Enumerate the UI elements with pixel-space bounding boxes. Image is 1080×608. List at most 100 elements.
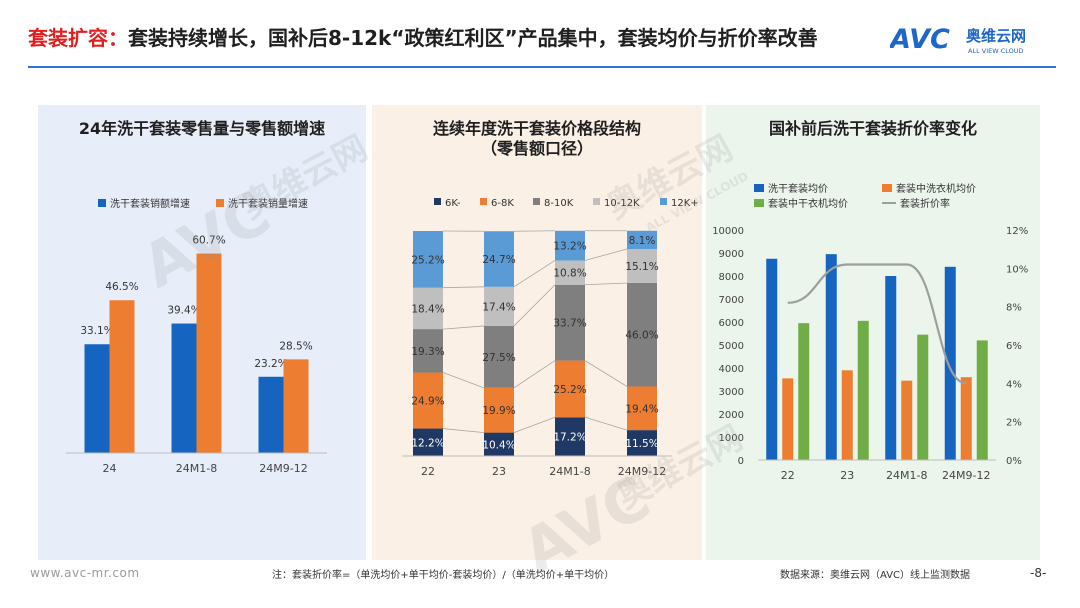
connector-1-2: [584, 416, 628, 431]
stack-1-0: [413, 372, 443, 429]
stack-2-3: [627, 282, 657, 387]
discount-line: [787, 263, 967, 385]
legend-swatch-2: [533, 198, 540, 205]
x-tick-2: 24M1-8: [549, 465, 590, 478]
y2-tick-4: 8%: [1006, 303, 1022, 314]
chart2-svg: 6K- 6-8K 8-10K 10-12K 12K+ 12.2% 24.9% 19.3% 18.…: [402, 198, 699, 478]
chart1-svg: 洗干套装销额增速 洗干套装销量增速 33.1% 46.5% 24 39.4% 60.7% 24…: [66, 197, 327, 475]
stack-0-3: [627, 430, 657, 456]
stack-3-0: [413, 287, 443, 330]
legend-swatch-1: [882, 184, 892, 192]
connector-2-0: [442, 372, 485, 389]
bar-1-3: [960, 377, 972, 460]
panel-price-structure: 连续年度洗干套装价格段结构 （零售额口径） 6K- 6-8K 8-10K 10-12K…: [372, 105, 702, 560]
stack-label-2-1: 27.5%: [482, 352, 515, 364]
stack-label-1-3: 19.4%: [625, 403, 658, 415]
legend-swatch-1: [216, 199, 224, 207]
stack-0-2: [555, 417, 585, 456]
y-tick-5: 5000: [719, 341, 744, 352]
stack-label-0-3: 11.5%: [625, 438, 658, 450]
stack-4-1: [484, 231, 514, 287]
page-title: 套装扩容：套装持续增长，国补后8-12k“政策红利区”产品集中，套装均价与折价率…: [28, 26, 908, 50]
legend-swatch-0: [98, 199, 106, 207]
page-title-highlight: 套装扩容：: [28, 26, 128, 50]
bar-label-0-1: 39.4%: [167, 305, 200, 317]
stack-label-3-0: 18.4%: [411, 303, 444, 315]
y2-tick-5: 10%: [1006, 264, 1028, 275]
bar-0-3: [944, 266, 956, 460]
connector-4-0: [442, 286, 485, 289]
x-tick-1: 24M1-8: [176, 462, 217, 475]
bar-label-0-2: 23.2%: [254, 358, 287, 370]
y2-tick-0: 0%: [1006, 456, 1022, 467]
bar-0-0: [84, 344, 110, 453]
legend-label-1: 6-8K: [491, 198, 514, 209]
bar-label-1-0: 46.5%: [105, 281, 138, 293]
bar-1-0: [782, 378, 794, 460]
bar-2-2: [917, 334, 929, 460]
stack-label-0-2: 17.2%: [553, 432, 586, 444]
stack-label-2-2: 33.7%: [553, 318, 586, 330]
stack-label-0-1: 10.4%: [482, 439, 515, 451]
stack-label-4-0: 25.2%: [411, 254, 444, 266]
x-tick-2: 24M1-8: [886, 469, 927, 482]
bar-label-1-2: 28.5%: [279, 340, 312, 352]
bar-2-0: [798, 323, 810, 460]
logo-brand: 奥维云网: [966, 27, 1026, 45]
legend-swatch-3: [593, 198, 600, 205]
connector-2-2: [584, 360, 628, 387]
y-tick-0: 0: [738, 456, 744, 467]
y-tick-3: 3000: [719, 387, 744, 398]
logo-sub: ALL VIEW CLOUD: [968, 47, 1024, 55]
legend-swatch-4: [660, 198, 667, 205]
stack-2-0: [413, 329, 443, 373]
connector-1-1: [513, 416, 556, 433]
connector-3-2: [584, 282, 628, 286]
y-tick-9: 9000: [719, 249, 744, 260]
legend-swatch-0: [434, 198, 441, 205]
footer-website: www.avc-mr.com: [30, 566, 140, 580]
stack-2-2: [555, 284, 585, 361]
bar-0-1: [171, 323, 197, 453]
bar-1-1: [196, 253, 222, 453]
legend-swatch-0: [754, 184, 764, 192]
x-tick-1: 23: [840, 469, 854, 482]
connector-3-1: [513, 284, 556, 327]
stack-label-1-0: 24.9%: [411, 396, 444, 408]
x-tick-1: 23: [492, 465, 506, 478]
legend-label-3: 10-12K: [604, 198, 640, 209]
legend-swatch-2: [754, 199, 764, 207]
stack-3-2: [555, 260, 585, 285]
stack-1-3: [627, 386, 657, 431]
y2-tick-3: 6%: [1006, 341, 1022, 352]
stack-label-4-2: 13.2%: [553, 241, 586, 253]
stack-0-1: [484, 432, 514, 456]
y2-tick-2: 4%: [1006, 379, 1022, 390]
x-tick-3: 24M9-12: [618, 465, 666, 478]
y-tick-8: 8000: [719, 272, 744, 283]
stack-label-2-0: 19.3%: [411, 346, 444, 358]
bar-2-1: [857, 320, 869, 460]
stack-label-2-3: 46.0%: [625, 330, 658, 342]
x-tick-0: 22: [421, 465, 435, 478]
x-tick-0: 22: [781, 469, 795, 482]
bar-1-2: [901, 380, 913, 460]
footer-source: 数据来源：奥维云网（AVC）线上监测数据: [780, 570, 971, 581]
bar-0-2: [885, 276, 897, 460]
stack-label-4-3: 8.1%: [629, 235, 656, 247]
page-title-text: 套装持续增长，国补后8-12k“政策红利区”产品集中，套装均价与折价率改善: [128, 26, 818, 50]
chart2-subtitle: （零售额口径）: [480, 139, 593, 158]
legend-label-2: 套装中干衣机均价: [768, 197, 848, 210]
connector-1-0: [442, 428, 485, 433]
legend-label-2: 8-10K: [544, 198, 574, 209]
stack-label-4-1: 24.7%: [482, 254, 515, 266]
x-tick-3: 24M9-12: [942, 469, 990, 482]
bar-1-0: [109, 300, 135, 453]
y-tick-6: 6000: [719, 318, 744, 329]
stack-label-1-1: 19.9%: [482, 405, 515, 417]
chart2-title: 连续年度洗干套装价格段结构: [432, 119, 641, 138]
stack-4-2: [555, 230, 585, 261]
header-rule: [28, 66, 1056, 68]
stack-label-1-2: 25.2%: [553, 384, 586, 396]
